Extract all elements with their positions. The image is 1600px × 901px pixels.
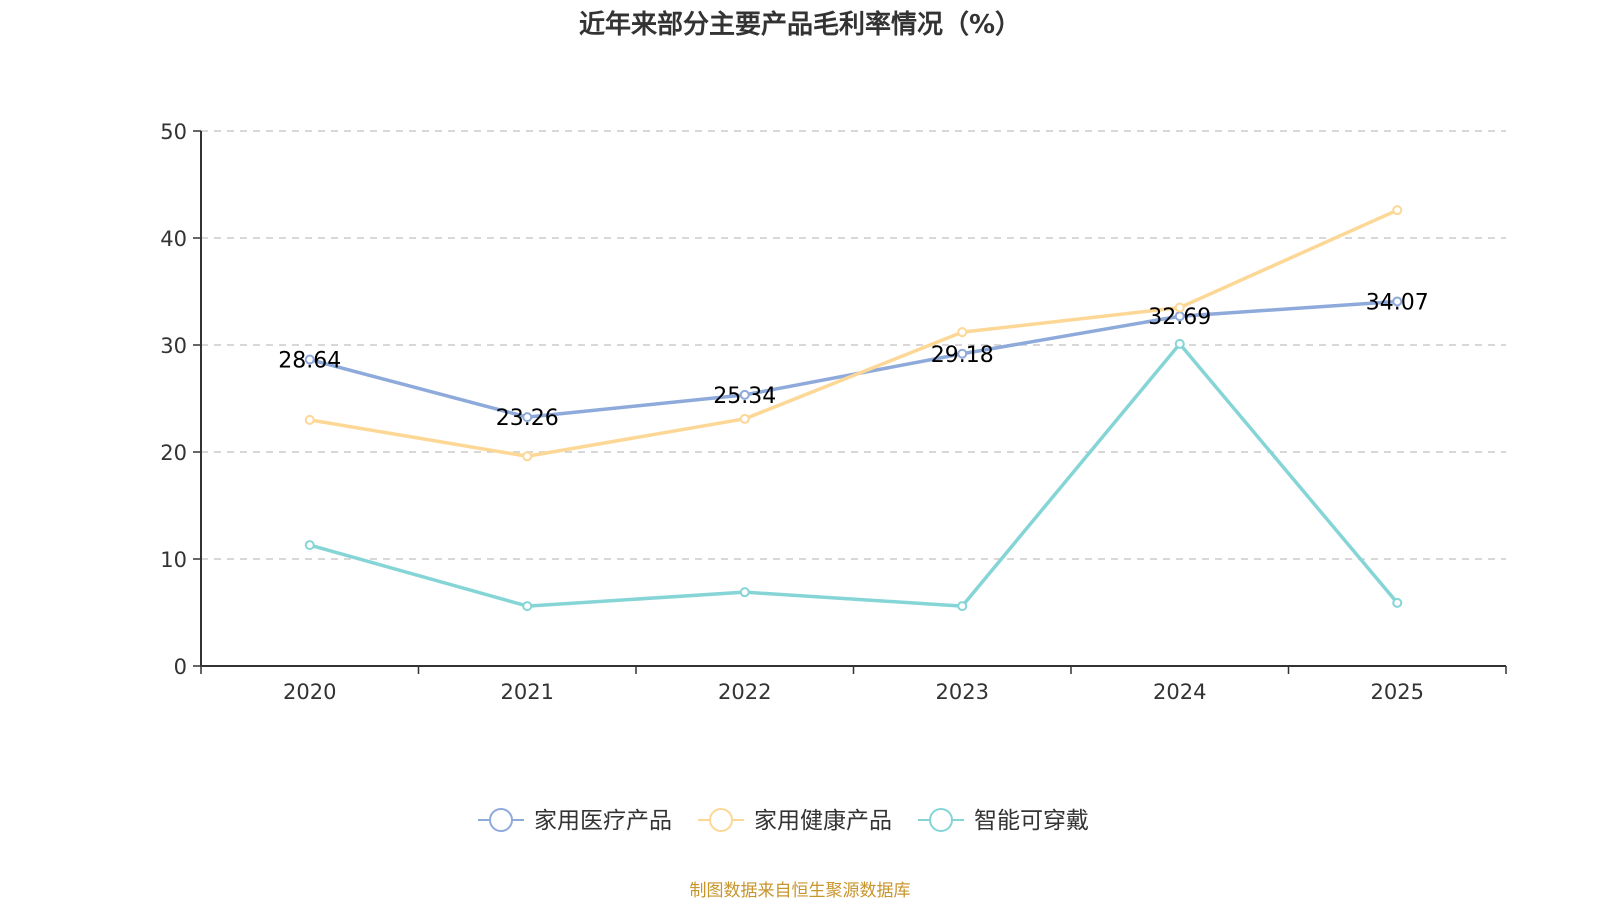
- x-tick-label: 2023: [936, 680, 989, 704]
- y-tick-label: 20: [160, 441, 187, 465]
- data-point: [957, 601, 968, 612]
- x-tick-label: 2025: [1371, 680, 1424, 704]
- x-tick-label: 2020: [283, 680, 336, 704]
- legend-label: 家用医疗产品: [534, 808, 672, 834]
- data-point: [957, 348, 968, 359]
- y-tick-label: 10: [160, 548, 187, 572]
- data-point: [304, 414, 315, 425]
- data-point: [1392, 205, 1403, 216]
- y-tick-label: 40: [160, 227, 187, 251]
- legend-marker-icon: [929, 808, 953, 832]
- source-note: 制图数据来自恒生聚源数据库: [689, 881, 911, 901]
- axes: 0 10 20 30 40 50 2020 2021 2022 2023 2024 2025: [160, 120, 1507, 704]
- data-point: [739, 413, 750, 424]
- data-point: [1174, 302, 1185, 313]
- data-point: [522, 601, 533, 612]
- series-line-3: [309, 342, 1399, 608]
- data-label: 32.69: [1148, 305, 1211, 330]
- data-label: 25.34: [713, 384, 776, 409]
- y-tick-label: 50: [160, 120, 187, 144]
- y-tick-label: 0: [174, 655, 187, 679]
- data-point: [522, 451, 533, 462]
- data-label: 28.64: [278, 349, 341, 374]
- data-point: [1174, 338, 1185, 349]
- legend-marker-icon: [709, 808, 733, 832]
- series-lines: [304, 205, 1403, 612]
- data-point: [304, 540, 315, 551]
- chart-title: 近年来部分主要产品毛利率情况（%）: [578, 10, 1022, 40]
- data-label: 29.18: [931, 343, 994, 368]
- legend-marker-icon: [489, 808, 513, 832]
- data-point: [1392, 296, 1403, 307]
- y-tick-label: 30: [160, 334, 187, 358]
- legend-label: 家用健康产品: [754, 808, 892, 834]
- x-tick-label: 2024: [1153, 680, 1206, 704]
- legend: 家用医疗产品 家用健康产品 智能可穿戴: [478, 808, 1089, 834]
- series-line-1: [309, 299, 1398, 419]
- grid-lines: [201, 130, 1506, 560]
- data-point: [304, 354, 315, 365]
- data-point: [1392, 597, 1403, 608]
- data-labels: 28.64 23.26 25.34 29.18 32.69 34.07: [278, 290, 1428, 431]
- series-line-2: [309, 208, 1398, 459]
- x-tick-label: 2022: [718, 680, 771, 704]
- data-point: [739, 587, 750, 598]
- data-label: 34.07: [1366, 290, 1429, 315]
- data-point: [739, 389, 750, 400]
- data-point: [522, 412, 533, 423]
- x-tick-label: 2021: [501, 680, 554, 704]
- legend-label: 智能可穿戴: [974, 808, 1089, 834]
- data-point: [957, 327, 968, 338]
- data-label: 23.26: [496, 406, 559, 431]
